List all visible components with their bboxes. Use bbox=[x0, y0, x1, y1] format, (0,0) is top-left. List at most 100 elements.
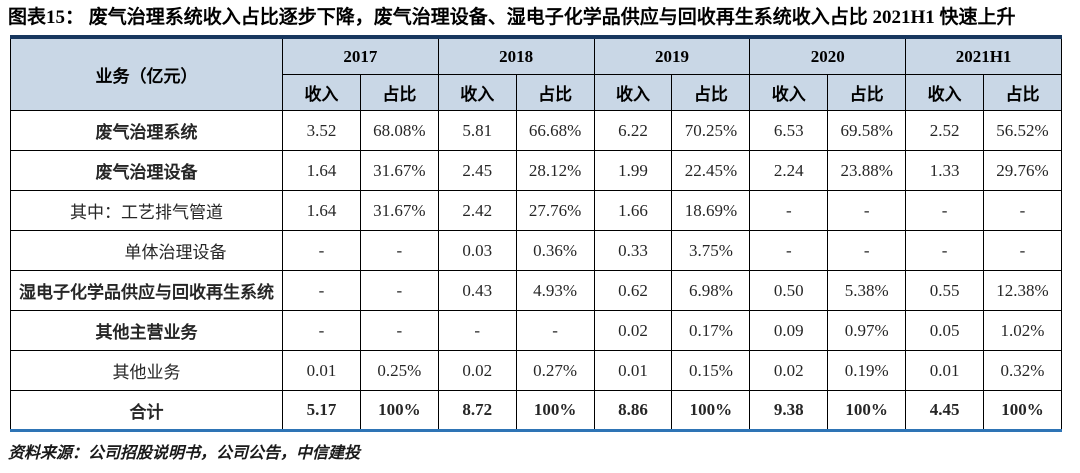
share-sub-header: 占比 bbox=[359, 74, 439, 112]
share-value-cell: 0.19% bbox=[827, 350, 907, 392]
share-value-cell: 68.08% bbox=[359, 110, 439, 152]
revenue-value-cell: - bbox=[905, 190, 985, 232]
share-value-cell: 3.75% bbox=[671, 230, 751, 272]
share-value-cell: 0.25% bbox=[359, 350, 439, 392]
share-value-cell: 100% bbox=[827, 390, 907, 432]
revenue-value-cell: 0.33 bbox=[593, 230, 673, 272]
table-row: 合计 5.17 100% 8.72 100% 8.86 100% 9.38 100% 4.45 10… bbox=[10, 390, 1062, 432]
revenue-value-cell: 1.33 bbox=[905, 150, 985, 192]
row-label: 废气治理系统 bbox=[10, 110, 283, 152]
share-value-cell: 27.76% bbox=[515, 190, 595, 232]
revenue-value-cell: 0.01 bbox=[905, 350, 985, 392]
table-row: 废气治理系统 3.52 68.08% 5.81 66.68% 6.22 70.25% 6.53… bbox=[10, 110, 1062, 152]
revenue-sub-header: 收入 bbox=[593, 74, 673, 112]
share-value-cell: - bbox=[515, 310, 595, 352]
share-sub-header: 占比 bbox=[983, 74, 1062, 112]
revenue-value-cell: 0.02 bbox=[593, 310, 673, 352]
revenue-value-cell: 0.02 bbox=[437, 350, 517, 392]
share-value-cell: - bbox=[827, 230, 907, 272]
revenue-sub-header: 收入 bbox=[749, 74, 829, 112]
row-label: 其中：工艺排气管道 bbox=[10, 190, 283, 232]
year-header: 2021H1 bbox=[905, 36, 1062, 76]
revenue-value-cell: 0.05 bbox=[905, 310, 985, 352]
share-value-cell: 0.17% bbox=[671, 310, 751, 352]
revenue-value-cell: 8.86 bbox=[593, 390, 673, 432]
table-header: 业务（亿元） 2017 2018 2019 2020 2021H1 收入 占比 收入 占比 收入… bbox=[10, 36, 1062, 112]
revenue-value-cell: 0.55 bbox=[905, 270, 985, 312]
revenue-value-cell: 2.52 bbox=[905, 110, 985, 152]
share-value-cell: 6.98% bbox=[671, 270, 751, 312]
business-unit-column-header: 业务（亿元） bbox=[10, 36, 283, 112]
table-body: 废气治理系统 3.52 68.08% 5.81 66.68% 6.22 70.25% 6.53… bbox=[10, 110, 1062, 432]
revenue-value-cell: 5.17 bbox=[282, 390, 361, 432]
share-value-cell: 31.67% bbox=[359, 150, 439, 192]
table-row: 单体治理设备 - -0.03 0.36% 0.33 3.75% - - - - bbox=[10, 230, 1062, 272]
share-value-cell: 4.93% bbox=[515, 270, 595, 312]
share-value-cell: 0.27% bbox=[515, 350, 595, 392]
revenue-value-cell: 0.62 bbox=[593, 270, 673, 312]
source-note: 资料来源：公司招股说明书，公司公告，中信建投 bbox=[8, 445, 361, 463]
revenue-value-cell: 0.43 bbox=[437, 270, 517, 312]
revenue-value-cell: - bbox=[905, 230, 985, 272]
revenue-value-cell: 1.99 bbox=[593, 150, 673, 192]
revenue-sub-header: 收入 bbox=[437, 74, 517, 112]
share-sub-header: 占比 bbox=[827, 74, 907, 112]
year-header: 2019 bbox=[593, 36, 751, 76]
revenue-sub-header: 收入 bbox=[905, 74, 985, 112]
share-value-cell: 0.36% bbox=[515, 230, 595, 272]
share-sub-header: 占比 bbox=[671, 74, 751, 112]
share-value-cell: 66.68% bbox=[515, 110, 595, 152]
revenue-value-cell: 2.42 bbox=[437, 190, 517, 232]
row-label: 废气治理设备 bbox=[10, 150, 283, 192]
share-value-cell: 70.25% bbox=[671, 110, 751, 152]
share-value-cell: 69.58% bbox=[827, 110, 907, 152]
share-value-cell: 12.38% bbox=[983, 270, 1062, 312]
revenue-breakdown-table: 业务（亿元） 2017 2018 2019 2020 2021H1 收入 占比 收入 占比 收入… bbox=[10, 34, 1062, 433]
year-header: 2018 bbox=[437, 36, 595, 76]
revenue-value-cell: 1.64 bbox=[282, 190, 361, 232]
revenue-value-cell: 6.22 bbox=[593, 110, 673, 152]
revenue-value-cell: 8.72 bbox=[437, 390, 517, 432]
share-value-cell: - bbox=[983, 230, 1062, 272]
table-row: 其中：工艺排气管道 1.64 31.67% 2.42 27.76% 1.66 18.69% -… bbox=[10, 190, 1062, 232]
share-value-cell: 100% bbox=[671, 390, 751, 432]
share-value-cell: - bbox=[359, 270, 439, 312]
table-row: 其他主营业务 - - - -0.02 0.17% 0.09 0.97% 0.05 1.02% bbox=[10, 310, 1062, 352]
revenue-value-cell: 0.03 bbox=[437, 230, 517, 272]
share-value-cell: 18.69% bbox=[671, 190, 751, 232]
revenue-value-cell: 3.52 bbox=[282, 110, 361, 152]
revenue-value-cell: - bbox=[282, 230, 361, 272]
share-value-cell: 1.02% bbox=[983, 310, 1062, 352]
share-value-cell: 0.32% bbox=[983, 350, 1062, 392]
sub-header-row: 收入 占比 收入 占比 收入 占比 收入 占比 收入 占比 bbox=[11, 74, 1062, 112]
share-value-cell: 5.38% bbox=[827, 270, 907, 312]
table-row: 湿电子化学品供应与回收再生系统 - -0.43 4.93% 0.62 6.98% 0.50 5… bbox=[10, 270, 1062, 312]
revenue-value-cell: 0.02 bbox=[749, 350, 829, 392]
table-row: 废气治理设备 1.64 31.67% 2.45 28.12% 1.99 22.45% 2.24… bbox=[10, 150, 1062, 192]
share-value-cell: 31.67% bbox=[359, 190, 439, 232]
revenue-value-cell: - bbox=[749, 190, 829, 232]
revenue-value-cell: 6.53 bbox=[749, 110, 829, 152]
revenue-value-cell: 0.50 bbox=[749, 270, 829, 312]
revenue-value-cell: - bbox=[437, 310, 517, 352]
revenue-value-cell: 4.45 bbox=[905, 390, 985, 432]
share-value-cell: 22.45% bbox=[671, 150, 751, 192]
share-value-cell: 100% bbox=[359, 390, 439, 432]
share-sub-header: 占比 bbox=[515, 74, 595, 112]
share-value-cell: 0.15% bbox=[671, 350, 751, 392]
year-header: 2017 bbox=[282, 36, 439, 76]
revenue-value-cell: 1.64 bbox=[282, 150, 361, 192]
share-value-cell: 100% bbox=[983, 390, 1062, 432]
share-value-cell: 56.52% bbox=[983, 110, 1062, 152]
row-label: 合计 bbox=[10, 390, 283, 432]
share-value-cell: - bbox=[359, 310, 439, 352]
share-value-cell: 29.76% bbox=[983, 150, 1062, 192]
revenue-value-cell: 0.01 bbox=[282, 350, 361, 392]
figure-title: 图表15： 废气治理系统收入占比逐步下降，废气治理设备、湿电子化学品供应与回收再… bbox=[8, 7, 1016, 28]
revenue-value-cell: - bbox=[749, 230, 829, 272]
revenue-value-cell: - bbox=[282, 310, 361, 352]
year-header: 2020 bbox=[749, 36, 907, 76]
table-row: 其他业务 0.01 0.25% 0.02 0.27% 0.01 0.15% 0.02 0.19%… bbox=[10, 350, 1062, 392]
share-value-cell: - bbox=[359, 230, 439, 272]
revenue-value-cell: 5.81 bbox=[437, 110, 517, 152]
